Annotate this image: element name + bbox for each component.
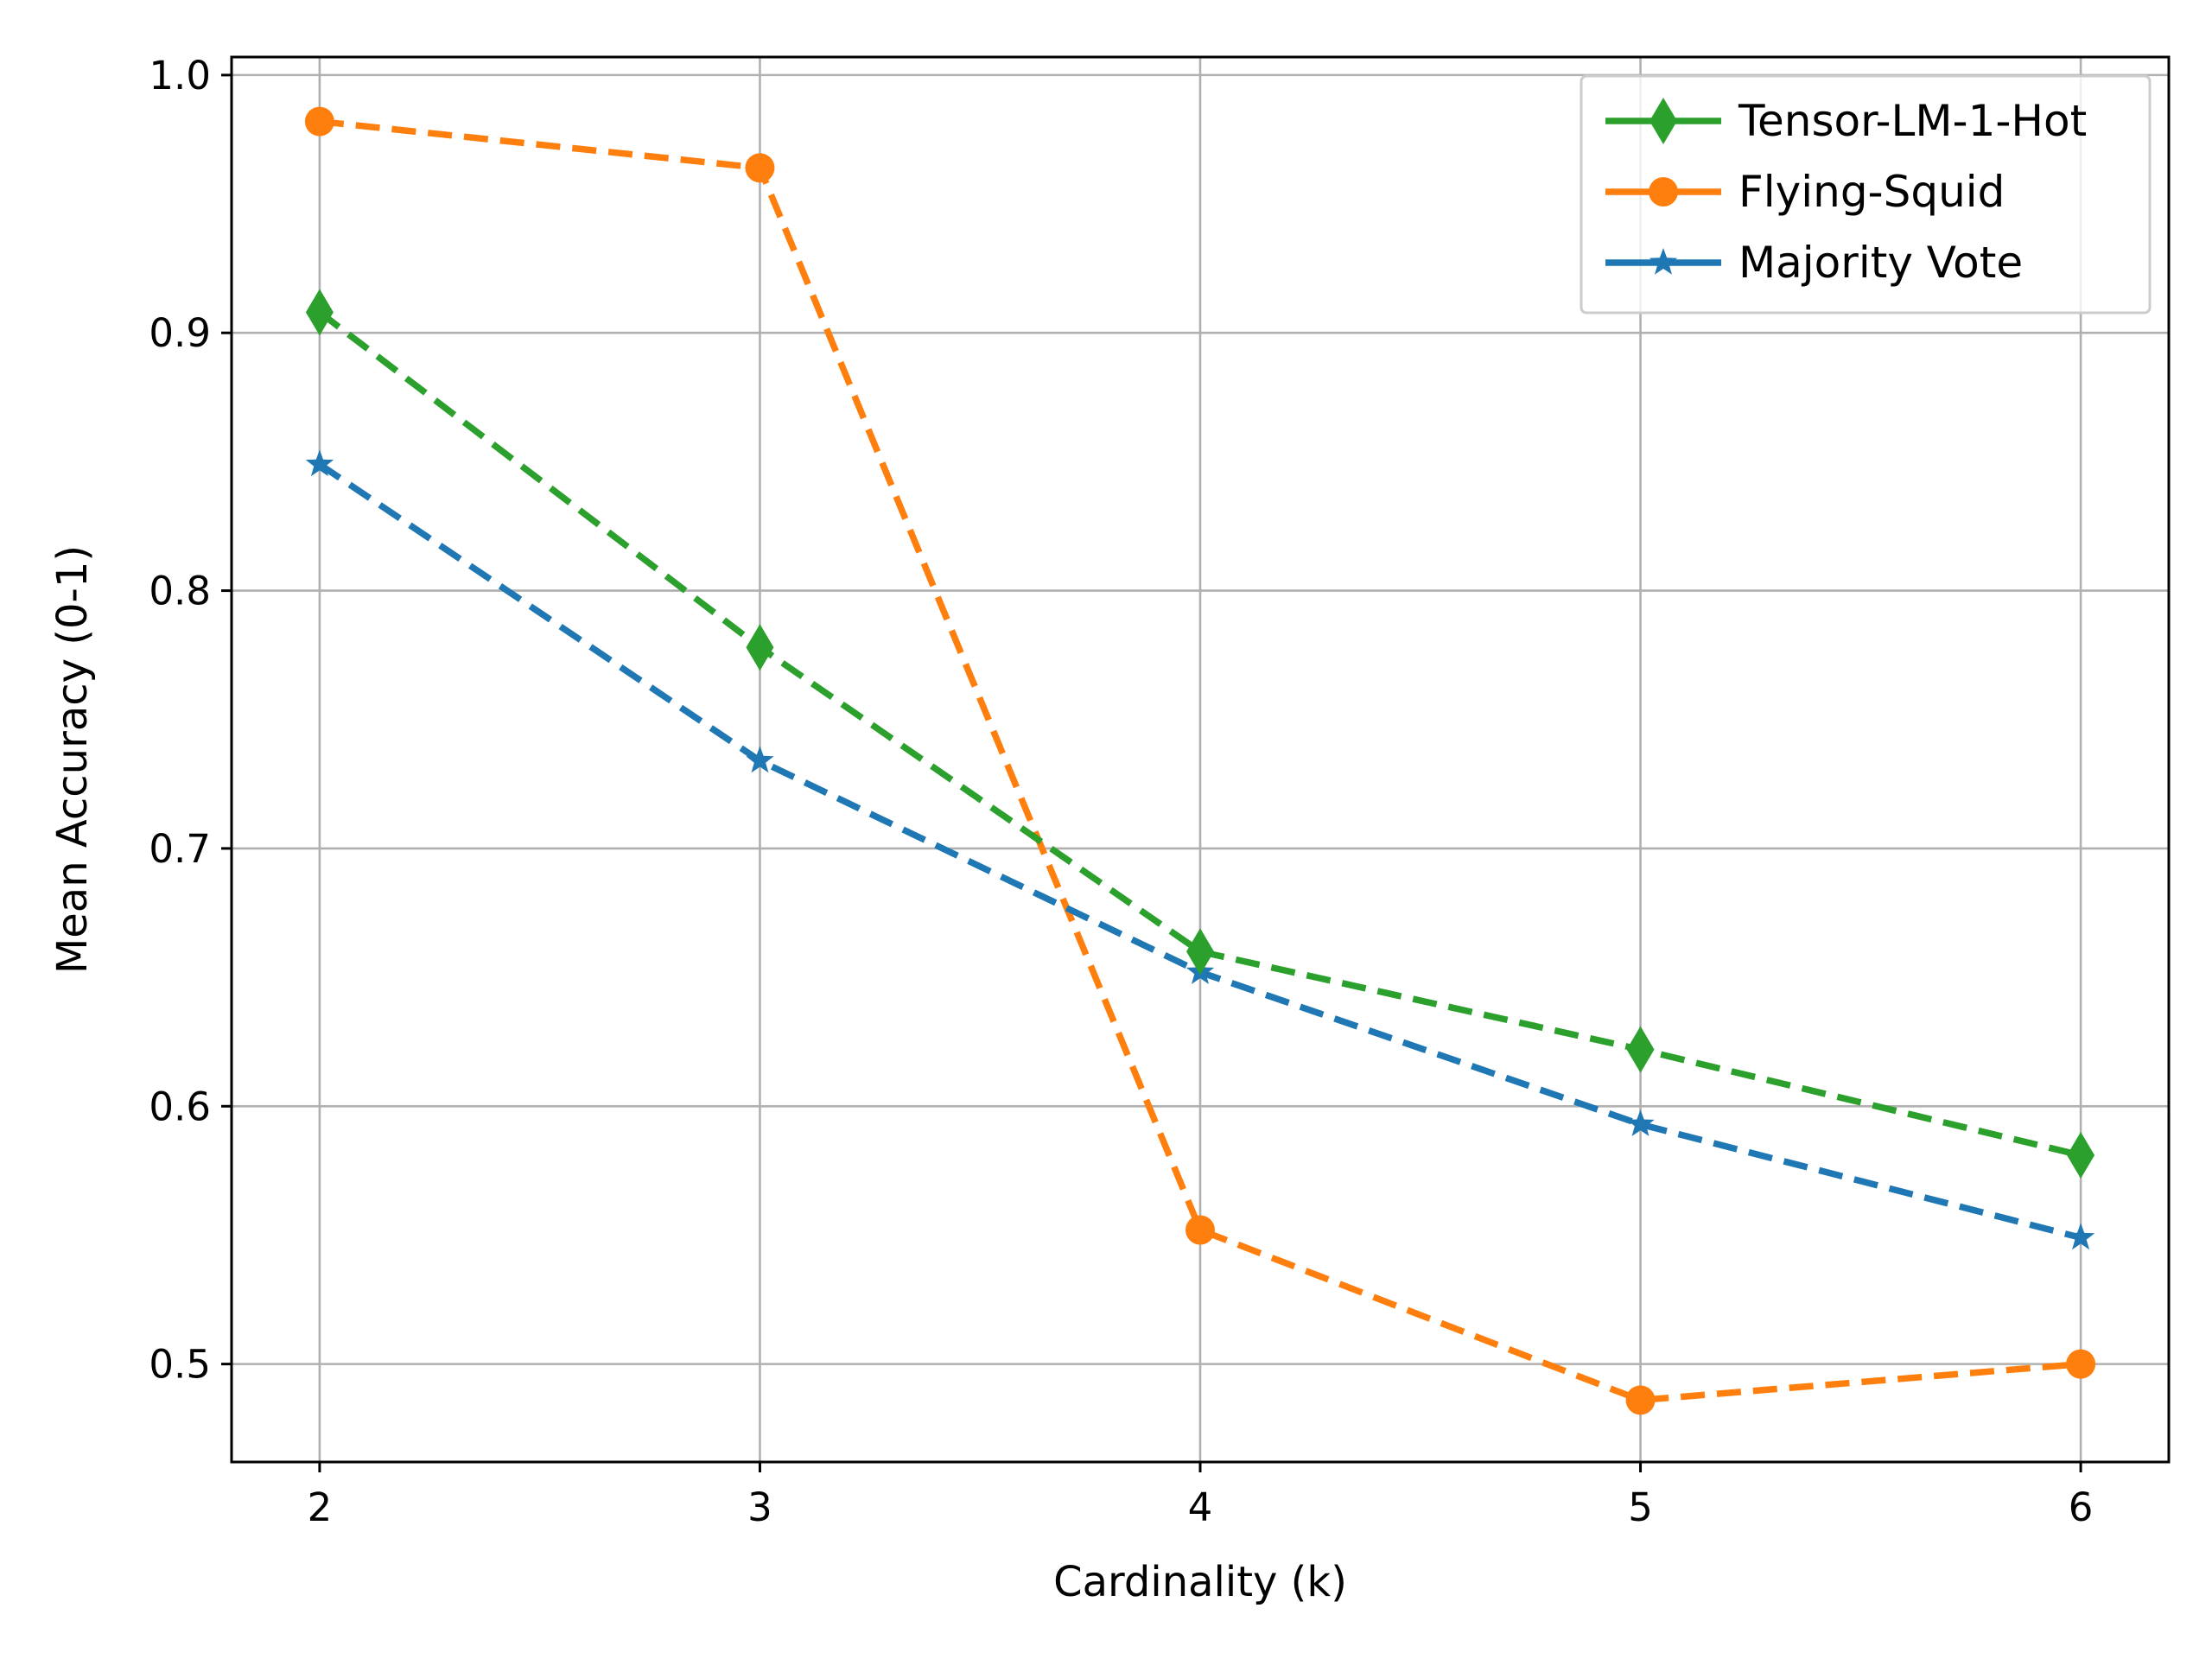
x-tick-label: 2 [308, 1484, 333, 1530]
series-line [319, 118, 2082, 1404]
series-flying-squid [304, 106, 2096, 1415]
axis-ticks [221, 73, 2082, 1472]
y-tick-label: 1.0 [149, 53, 211, 99]
data-point-diamond [746, 624, 774, 671]
grid [232, 57, 2169, 1462]
x-tick-label: 3 [747, 1484, 772, 1530]
legend-entry: Majority Vote [1605, 238, 2023, 288]
data-point-star [746, 746, 774, 773]
y-tick-label: 0.5 [149, 1342, 211, 1388]
legend-box [1580, 74, 2152, 315]
data-point-diamond [1186, 928, 1214, 976]
legend-entry: Tensor-LM-1-Hot [1605, 96, 2087, 146]
data-point-circle [1185, 1215, 1215, 1245]
y-tick-label: 0.9 [149, 310, 211, 356]
data-point-diamond [2067, 1131, 2095, 1179]
y-axis-label: Mean Accuracy (0-1) [48, 545, 97, 974]
data-point-circle [1625, 1385, 1656, 1415]
data-point-circle [304, 106, 334, 137]
legend-marker-diamond [1649, 98, 1677, 144]
x-axis-label: Cardinality (k) [1053, 1558, 1347, 1606]
x-tick-label: 4 [1188, 1484, 1213, 1530]
data-point-star [2066, 1223, 2095, 1250]
legend: Tensor-LM-1-Hot Flying-Squid Majority Vote [1580, 74, 2152, 315]
legend-entry: Flying-Squid [1605, 167, 2005, 217]
data-point-circle [2066, 1349, 2096, 1379]
legend-label: Tensor-LM-1-Hot [1738, 96, 2087, 146]
data-point-diamond [1626, 1026, 1655, 1073]
y-tick-label: 0.7 [149, 826, 211, 872]
y-tick-label: 0.6 [149, 1084, 211, 1129]
legend-label: Flying-Squid [1738, 167, 2005, 217]
series-tensor-lm-1-hot [305, 289, 2095, 1179]
legend-marker-circle [1649, 177, 1678, 207]
x-tick-label: 6 [2069, 1484, 2094, 1530]
legend-label: Majority Vote [1738, 238, 2023, 288]
data-point-star [1626, 1109, 1655, 1136]
tick-labels: 2 3 4 5 6 0.5 0.6 0.7 0.8 0.9 1.0 [149, 53, 2093, 1530]
data-point-star [305, 449, 334, 477]
x-tick-label: 5 [1628, 1484, 1653, 1530]
plot-frame [230, 55, 2171, 1464]
legend-marker-star [1649, 248, 1678, 275]
series-layer [304, 106, 2096, 1415]
data-point-diamond [305, 289, 334, 336]
series-line [317, 309, 2082, 1159]
y-tick-label: 0.8 [149, 569, 211, 614]
data-point-circle [745, 153, 775, 183]
